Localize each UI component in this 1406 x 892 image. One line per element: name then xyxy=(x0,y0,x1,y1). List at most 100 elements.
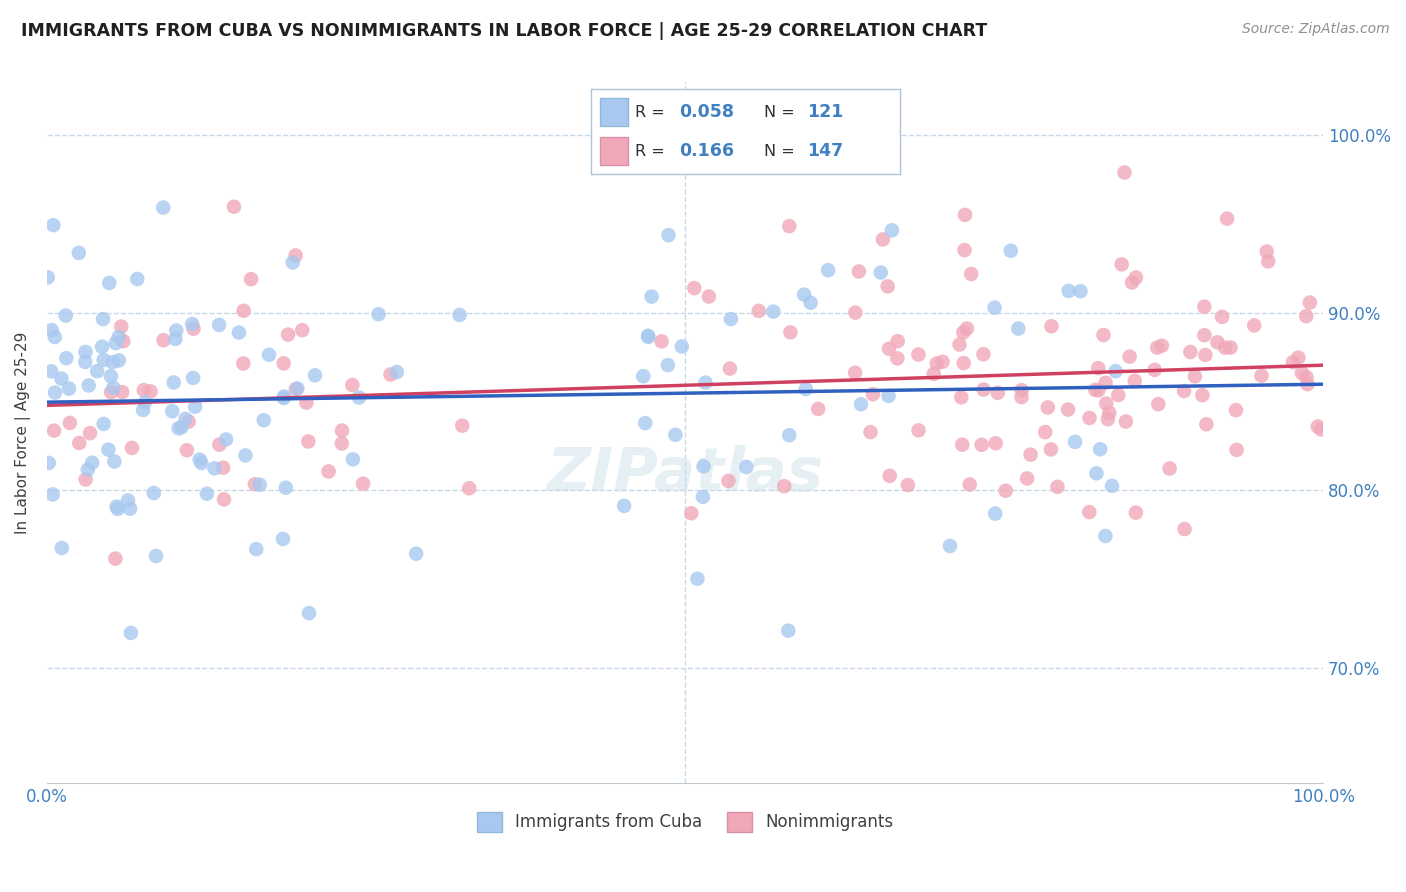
Point xyxy=(862,387,884,401)
Point xyxy=(167,421,190,435)
Point xyxy=(39,364,62,378)
Point xyxy=(1257,254,1279,268)
Point xyxy=(271,532,294,546)
Point xyxy=(1095,396,1118,410)
Point xyxy=(984,507,1007,521)
Point xyxy=(634,416,657,430)
Point xyxy=(1057,402,1080,417)
Point xyxy=(458,481,481,495)
Point xyxy=(281,255,304,269)
Point xyxy=(152,333,174,347)
Point xyxy=(170,420,193,434)
Point xyxy=(683,281,706,295)
Point xyxy=(188,452,211,467)
Point xyxy=(640,289,662,303)
Point xyxy=(907,423,929,437)
Point xyxy=(93,417,115,431)
Point xyxy=(330,424,353,438)
Point xyxy=(132,403,155,417)
Point xyxy=(1101,479,1123,493)
Point xyxy=(120,501,142,516)
Point xyxy=(91,340,114,354)
Point xyxy=(897,478,920,492)
Point xyxy=(1007,321,1029,335)
Point xyxy=(58,382,80,396)
Point xyxy=(848,264,870,278)
Point xyxy=(973,383,995,397)
Point xyxy=(1211,310,1233,324)
Point xyxy=(132,383,155,397)
Text: 0.058: 0.058 xyxy=(679,103,734,121)
Point xyxy=(44,330,66,344)
Text: N =: N = xyxy=(763,144,804,159)
Point xyxy=(880,223,903,237)
Point xyxy=(987,385,1010,400)
Point xyxy=(844,305,866,319)
Point xyxy=(1046,480,1069,494)
Point xyxy=(204,461,226,475)
Point xyxy=(922,367,945,381)
Point xyxy=(107,502,129,516)
Point xyxy=(228,326,250,340)
Point xyxy=(165,324,187,338)
Point xyxy=(142,486,165,500)
Point xyxy=(55,309,77,323)
Point xyxy=(98,276,121,290)
Point xyxy=(637,328,659,343)
Point xyxy=(657,228,679,243)
Point xyxy=(287,382,309,396)
Point xyxy=(613,499,636,513)
Point xyxy=(1087,384,1109,398)
Point xyxy=(103,454,125,468)
Point xyxy=(274,481,297,495)
Point xyxy=(41,487,63,501)
Point xyxy=(1125,506,1147,520)
Point xyxy=(79,426,101,441)
Point xyxy=(1184,369,1206,384)
Point xyxy=(1243,318,1265,333)
Point xyxy=(42,424,65,438)
Point xyxy=(1282,355,1305,369)
Point xyxy=(330,436,353,450)
Point xyxy=(773,479,796,493)
Point xyxy=(273,356,295,370)
Point xyxy=(1213,341,1236,355)
Point xyxy=(1094,376,1116,390)
Point xyxy=(165,332,187,346)
Point xyxy=(950,390,973,404)
Point xyxy=(879,468,901,483)
Point xyxy=(104,551,127,566)
Point xyxy=(91,312,114,326)
Legend: Immigrants from Cuba, Nonimmigrants: Immigrants from Cuba, Nonimmigrants xyxy=(470,805,900,838)
Point xyxy=(657,358,679,372)
Point xyxy=(762,304,785,318)
Point xyxy=(1206,335,1229,350)
Point xyxy=(86,364,108,378)
Point xyxy=(1118,350,1140,364)
Point xyxy=(212,492,235,507)
Point xyxy=(692,490,714,504)
Point xyxy=(257,348,280,362)
Point xyxy=(232,303,254,318)
Point xyxy=(112,334,135,349)
Point xyxy=(183,322,205,336)
Point xyxy=(232,356,254,370)
Point xyxy=(953,243,976,257)
Point xyxy=(859,425,882,439)
Point xyxy=(1000,244,1022,258)
Text: IMMIGRANTS FROM CUBA VS NONIMMIGRANTS IN LABOR FORCE | AGE 25-29 CORRELATION CHA: IMMIGRANTS FROM CUBA VS NONIMMIGRANTS IN… xyxy=(21,22,987,40)
Point xyxy=(100,385,122,400)
Point xyxy=(41,323,63,337)
Point xyxy=(778,624,800,638)
Point xyxy=(925,357,948,371)
Point xyxy=(748,304,770,318)
Point xyxy=(273,391,295,405)
Point xyxy=(59,416,82,430)
Point xyxy=(970,438,993,452)
Point xyxy=(1195,417,1218,432)
Point xyxy=(1092,328,1115,343)
Point xyxy=(983,301,1005,315)
Point xyxy=(681,506,703,520)
Point xyxy=(253,413,276,427)
Point xyxy=(1114,165,1136,179)
